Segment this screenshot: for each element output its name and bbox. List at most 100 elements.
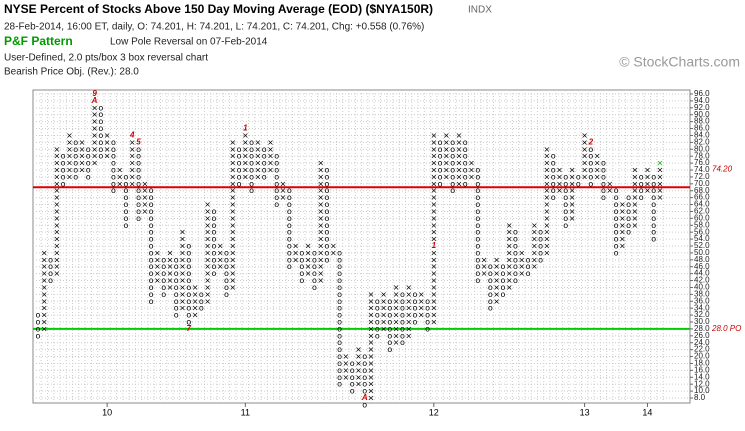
- x-box: ×: [569, 172, 576, 181]
- o-box: o: [262, 172, 267, 181]
- o-box: o: [124, 207, 129, 216]
- o-box: o: [186, 269, 191, 278]
- o-box: o: [48, 255, 53, 264]
- o-box: o: [614, 221, 619, 230]
- x-box: ×: [317, 228, 324, 237]
- o-box: o: [475, 235, 480, 244]
- o-box: o: [325, 235, 330, 244]
- x-box: ×: [368, 290, 375, 299]
- o-box: o: [161, 255, 166, 264]
- x-box: ×: [255, 152, 262, 161]
- o-box: o: [149, 235, 154, 244]
- x-box: ×: [518, 262, 525, 271]
- o-box: o: [73, 152, 78, 161]
- x-box: ×: [167, 269, 174, 278]
- x-box: ×: [154, 255, 161, 264]
- x-box: ×: [255, 166, 262, 175]
- x-box: ×: [41, 311, 48, 320]
- x-box: ×: [368, 318, 375, 327]
- x-box: ×: [632, 207, 639, 216]
- x-box: ×: [41, 276, 48, 285]
- price-label: 28.0 PO: [711, 324, 741, 333]
- o-box: o: [287, 235, 292, 244]
- month-marker: 1: [243, 124, 248, 133]
- x-box: ×: [53, 159, 60, 168]
- x-box: ×: [204, 290, 211, 299]
- o-box: o: [425, 318, 430, 327]
- x-box: ×: [91, 138, 98, 147]
- o-box: o: [651, 235, 656, 244]
- o-box: o: [224, 283, 229, 292]
- o-box: o: [274, 172, 279, 181]
- o-box: o: [614, 186, 619, 195]
- x-box: ×: [116, 179, 123, 188]
- x-box: ×: [418, 290, 425, 299]
- o-box: o: [186, 283, 191, 292]
- o-box: o: [500, 269, 505, 278]
- x-box: ×: [41, 269, 48, 278]
- x-box: ×: [129, 179, 136, 188]
- x-box: ×: [481, 255, 488, 264]
- o-box: o: [86, 172, 91, 181]
- o-box: o: [211, 262, 216, 271]
- o-box: o: [337, 290, 342, 299]
- o-box: o: [86, 159, 91, 168]
- o-box: o: [438, 145, 443, 154]
- month-marker: 4: [129, 131, 135, 140]
- x-box: ×: [531, 242, 538, 251]
- x-box: ×: [481, 269, 488, 278]
- o-box: o: [563, 207, 568, 216]
- x-box: ×: [544, 235, 551, 244]
- o-box: o: [563, 186, 568, 195]
- o-box: o: [475, 242, 480, 251]
- x-box: ×: [430, 207, 437, 216]
- o-box: o: [500, 290, 505, 299]
- o-box: o: [362, 400, 367, 409]
- o-box: o: [500, 262, 505, 271]
- watermark: © StockCharts.com: [619, 54, 740, 70]
- x-box: ×: [242, 166, 249, 175]
- o-box: o: [312, 248, 317, 257]
- o-box: o: [614, 200, 619, 209]
- x-box: ×: [468, 159, 475, 168]
- x-box: ×: [255, 138, 262, 147]
- x-box: ×: [632, 179, 639, 188]
- o-box: o: [551, 166, 556, 175]
- o-box: o: [249, 138, 254, 147]
- o-box: o: [211, 242, 216, 251]
- o-box: o: [463, 152, 468, 161]
- o-box: o: [639, 193, 644, 202]
- o-box: o: [400, 318, 405, 327]
- y-tick-label: 28.0: [694, 324, 710, 333]
- x-box: ×: [305, 242, 312, 251]
- o-box: o: [174, 255, 179, 264]
- x-box: ×: [544, 145, 551, 154]
- x-box: ×: [405, 283, 412, 292]
- o-box: o: [186, 248, 191, 257]
- o-box: o: [463, 166, 468, 175]
- o-box: o: [325, 193, 330, 202]
- o-box: o: [325, 255, 330, 264]
- x-box: ×: [154, 269, 161, 278]
- x-box: ×: [430, 193, 437, 202]
- y-tick-label: 72.0: [694, 172, 710, 181]
- x-box: ×: [405, 318, 412, 327]
- o-box: o: [325, 186, 330, 195]
- o-box: o: [136, 145, 141, 154]
- x-box: ×: [79, 145, 86, 154]
- o-box: o: [274, 179, 279, 188]
- o-box: o: [61, 166, 66, 175]
- month-marker: A: [91, 96, 98, 105]
- o-box: o: [73, 172, 78, 181]
- x-box: ×: [317, 166, 324, 175]
- x-box: ×: [531, 262, 538, 271]
- x-box: ×: [91, 131, 98, 140]
- o-box: o: [601, 193, 606, 202]
- x-box: ×: [242, 145, 249, 154]
- x-box: ×: [368, 311, 375, 320]
- x-box: ×: [481, 262, 488, 271]
- x-box: ×: [229, 166, 236, 175]
- o-box: o: [337, 297, 342, 306]
- x-box: ×: [317, 172, 324, 181]
